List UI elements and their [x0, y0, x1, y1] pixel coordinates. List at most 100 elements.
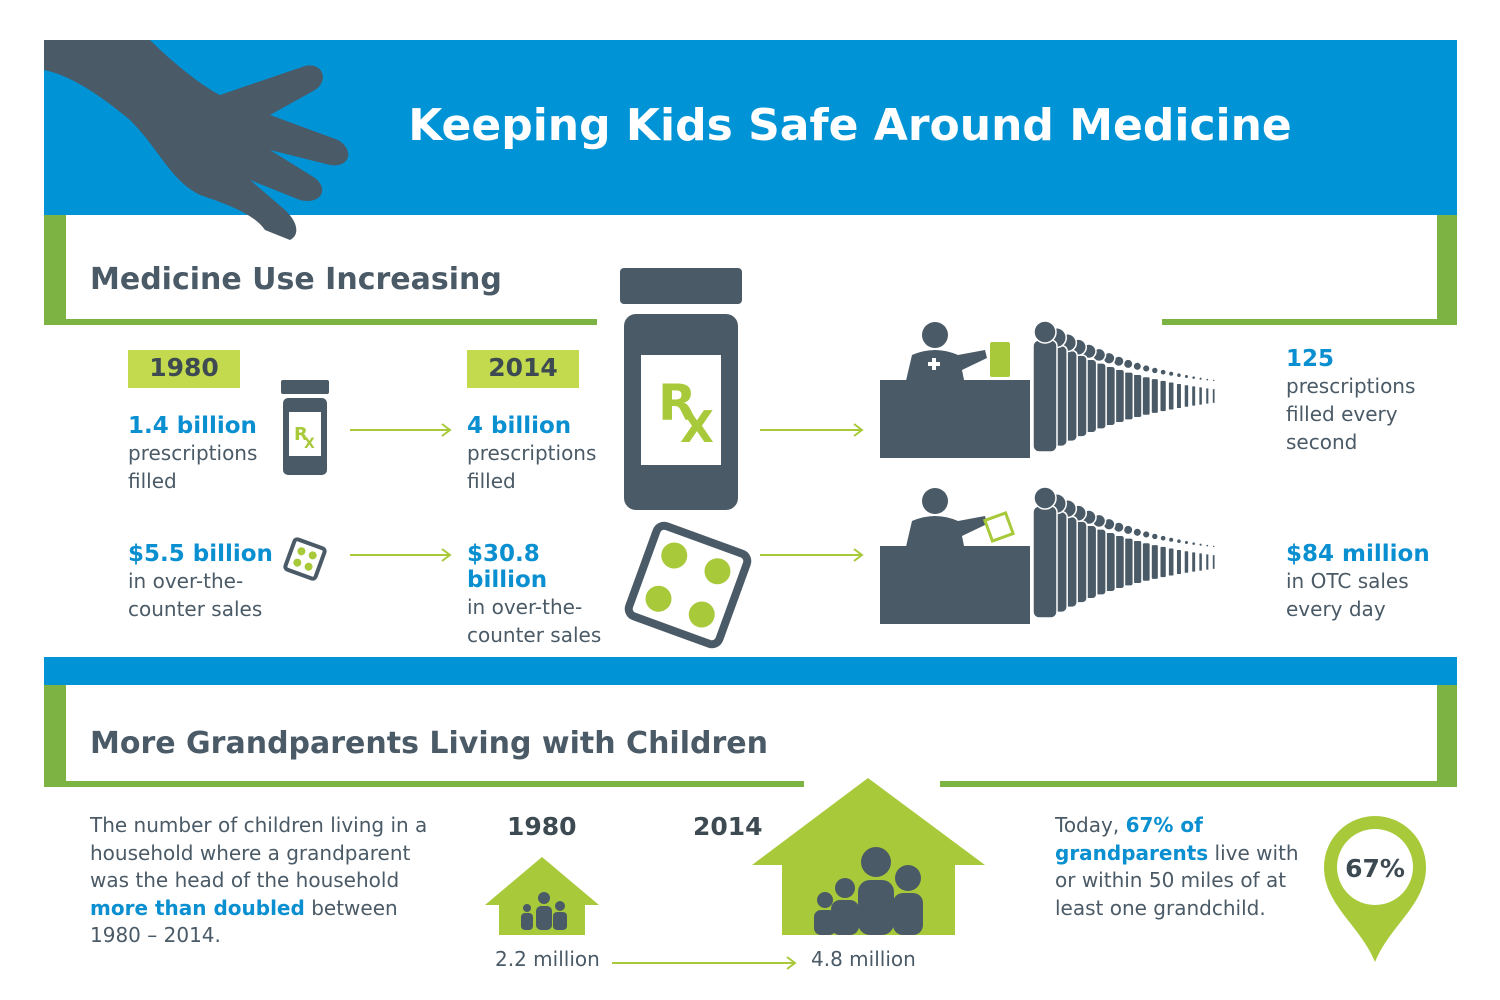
queue-person	[1175, 548, 1183, 576]
stat-amount: $30.8 billion	[467, 541, 548, 593]
queue-person	[1197, 551, 1204, 573]
queue-head	[1132, 527, 1143, 538]
rx-icon-r: R	[658, 374, 697, 432]
frame-right	[1437, 685, 1457, 787]
queue-head	[1132, 361, 1143, 372]
queue-head	[1175, 371, 1183, 379]
count-label: 2.2 million	[495, 947, 600, 971]
rx-icon-r: R	[995, 355, 1002, 365]
clerk-head	[922, 488, 948, 514]
frame-left	[44, 215, 66, 325]
queue-head	[1198, 542, 1204, 548]
queue-head	[1167, 370, 1175, 378]
stat-amount: 125	[1286, 346, 1335, 372]
pill-pack	[283, 537, 327, 581]
queue-head	[1122, 524, 1134, 536]
year-label: 2014	[488, 353, 558, 382]
queue-person	[1211, 553, 1217, 571]
queue-person	[1204, 552, 1210, 572]
queue-person	[1211, 387, 1217, 405]
stat-text: prescriptions filled	[128, 441, 258, 493]
stat-amount: 1.4 billion	[128, 413, 257, 439]
stat-text: prescriptions filled	[467, 441, 597, 493]
stat-text: in over-the-counter sales	[128, 569, 263, 621]
queue-head	[1141, 529, 1151, 540]
clerk-badge	[932, 358, 936, 370]
arrows	[350, 423, 864, 970]
stat: $30.8 billion in over-the-counter sales	[467, 541, 617, 649]
stat: $84 million in OTC sales every day	[1286, 541, 1436, 623]
queue-head	[1183, 539, 1190, 546]
highlight: more than doubled	[90, 895, 305, 920]
queue-person	[1175, 382, 1183, 410]
stat: 1.4 billion prescriptions filled	[128, 413, 273, 495]
queue-person	[1158, 379, 1168, 413]
queue-head	[1033, 486, 1057, 510]
family-small	[521, 892, 567, 930]
frame-right	[1437, 215, 1457, 325]
intro-text: The number of children living in a house…	[90, 812, 450, 950]
pharmacy-scenes	[880, 320, 1217, 624]
queue-head	[1159, 534, 1167, 543]
counter	[880, 380, 1030, 458]
year-label: 1980	[507, 812, 577, 841]
clerk-body	[905, 516, 987, 551]
queue-head	[1211, 378, 1216, 383]
rx-icon-x: X	[680, 402, 714, 453]
rx-icon-x: X	[304, 436, 315, 452]
queue-person	[1197, 385, 1204, 407]
queue-head	[1141, 363, 1151, 374]
queue-head	[1150, 366, 1160, 375]
queue-head	[1198, 376, 1204, 382]
rx-bottle	[990, 342, 1010, 377]
queue-person	[1167, 547, 1175, 577]
queue-head	[1175, 537, 1183, 545]
queue-person	[1158, 545, 1168, 579]
queue-person	[1183, 549, 1190, 575]
stat-amount: $84 million	[1286, 541, 1430, 567]
stat-text: in OTC sales every day	[1286, 569, 1409, 621]
queue-head	[1204, 543, 1210, 548]
bottle-cap	[281, 380, 329, 394]
section-heading: More Grandparents Living with Children	[90, 726, 768, 761]
pill-pack	[982, 510, 1016, 544]
queue-head	[1211, 544, 1216, 549]
stat-text: prescriptions filled every second	[1286, 374, 1416, 454]
queue-person	[1032, 339, 1058, 453]
stat: $5.5 billion in over-the-counter sales	[128, 541, 278, 623]
stat: 4 billion prescriptions filled	[467, 413, 612, 495]
clerk-head	[922, 322, 948, 348]
divider-band	[44, 657, 1457, 685]
queue-head	[1159, 368, 1167, 377]
queue-person	[1190, 550, 1197, 574]
queue-head	[1167, 536, 1175, 544]
queue-head	[1204, 377, 1210, 382]
counter	[880, 546, 1030, 624]
queue-head	[1190, 374, 1197, 381]
frame-bottom	[1162, 319, 1457, 325]
year-badge	[467, 350, 579, 388]
section-heading: Medicine Use Increasing	[90, 262, 502, 297]
pill-pack	[624, 521, 752, 649]
text: The number of children living in a house…	[90, 813, 428, 892]
title: Keeping Kids Safe Around Medicine	[408, 100, 1292, 151]
count-label: 4.8 million	[811, 947, 916, 971]
queue-person	[1150, 377, 1160, 415]
queue-person	[1167, 381, 1175, 411]
queue-person	[1150, 543, 1160, 581]
rx-icon-r: R	[294, 424, 308, 445]
year-label: 2014	[693, 812, 763, 841]
bottle-label	[641, 355, 721, 465]
queue-person	[1032, 505, 1058, 619]
queue-person	[1141, 541, 1152, 583]
frame-bottom	[44, 781, 804, 787]
frame-bottom	[940, 781, 1457, 787]
bottle-cap	[620, 268, 742, 304]
queue-person	[1190, 384, 1197, 408]
text: between 1980 – 2014.	[90, 895, 398, 948]
frame-left	[44, 685, 66, 787]
bottle-label	[289, 412, 321, 456]
stat-amount: 4 billion	[467, 413, 572, 439]
stat-text: in over-the-counter sales	[467, 595, 602, 647]
